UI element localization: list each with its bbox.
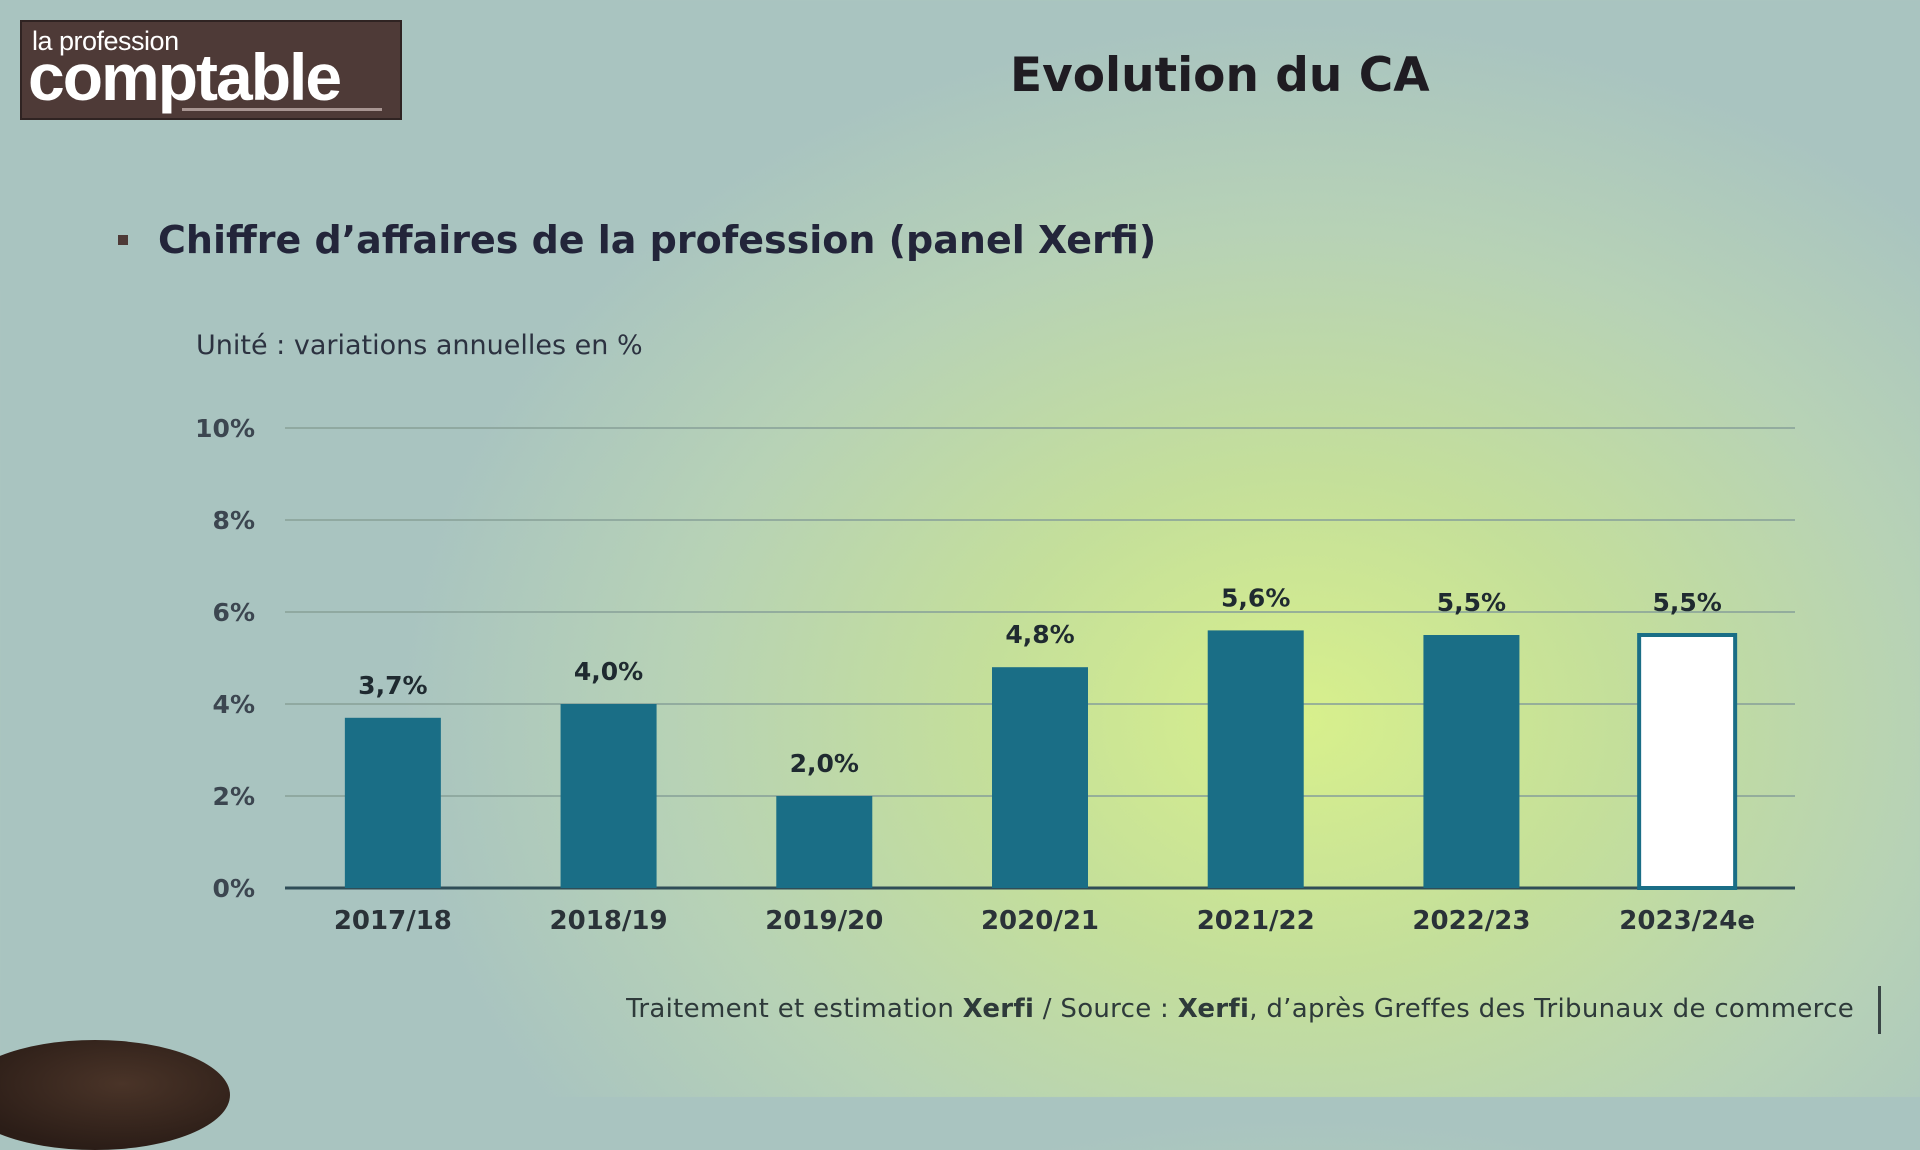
bullet-icon [118, 235, 128, 245]
source-brand-1: Xerfi [962, 994, 1035, 1024]
x-tick-label: 2023/24e [1619, 906, 1755, 936]
y-tick-label: 4% [213, 690, 255, 719]
x-tick-label: 2018/19 [550, 906, 668, 936]
source-note: Traitement et estimation Xerfi / Source … [626, 994, 1854, 1024]
x-tick-label: 2019/20 [765, 906, 883, 936]
data-label: 4,8% [1005, 620, 1074, 649]
bar [560, 704, 657, 888]
x-tick-label: 2020/21 [981, 906, 1099, 936]
logo-line-1: la profession [32, 26, 179, 56]
bar [344, 717, 441, 888]
slide-title: Evolution du CA [1010, 48, 1430, 103]
y-tick-label: 2% [213, 782, 255, 811]
data-label: 3,7% [358, 671, 427, 700]
bar [1637, 633, 1738, 890]
x-tick-label: 2021/22 [1197, 906, 1315, 936]
bar [1207, 630, 1304, 888]
data-label: 5,5% [1437, 588, 1506, 617]
logo-line-2: comptable [28, 40, 342, 114]
x-tick-label: 2017/18 [334, 906, 452, 936]
data-label: 5,6% [1221, 583, 1290, 612]
source-text-2: / Source : [1034, 994, 1178, 1024]
data-label: 5,5% [1652, 588, 1721, 617]
y-tick-label: 6% [213, 598, 255, 627]
subtitle-row: Chiffre d’affaires de la profession (pan… [118, 218, 1156, 262]
source-brand-2: Xerfi [1177, 994, 1250, 1024]
data-label: 4,0% [574, 657, 643, 686]
brand-logo: la profession comptable [20, 20, 402, 120]
y-axis-unit-label: Unité : variations annuelles en % [196, 330, 643, 361]
y-tick-label: 10% [195, 414, 255, 443]
bar [1423, 635, 1520, 888]
logo-underline [182, 108, 382, 111]
source-text-3: , d’après Greffes des Tribunaux de comme… [1249, 994, 1854, 1024]
bar [992, 667, 1088, 888]
chart-subtitle: Chiffre d’affaires de la profession (pan… [158, 218, 1157, 262]
bar-chart: 0% 2% 4% 6% 8% 10% 3,7% 2017/18 4,0% 2018/19 2,0% 2… [195, 414, 1795, 936]
y-tick-label: 8% [213, 506, 255, 535]
data-label: 2,0% [790, 749, 859, 778]
bar [776, 796, 873, 888]
x-tick-label: 2022/23 [1412, 906, 1530, 936]
source-divider [1878, 986, 1881, 1034]
source-text-1: Traitement et estimation [626, 994, 963, 1024]
y-tick-label: 0% [213, 874, 255, 903]
